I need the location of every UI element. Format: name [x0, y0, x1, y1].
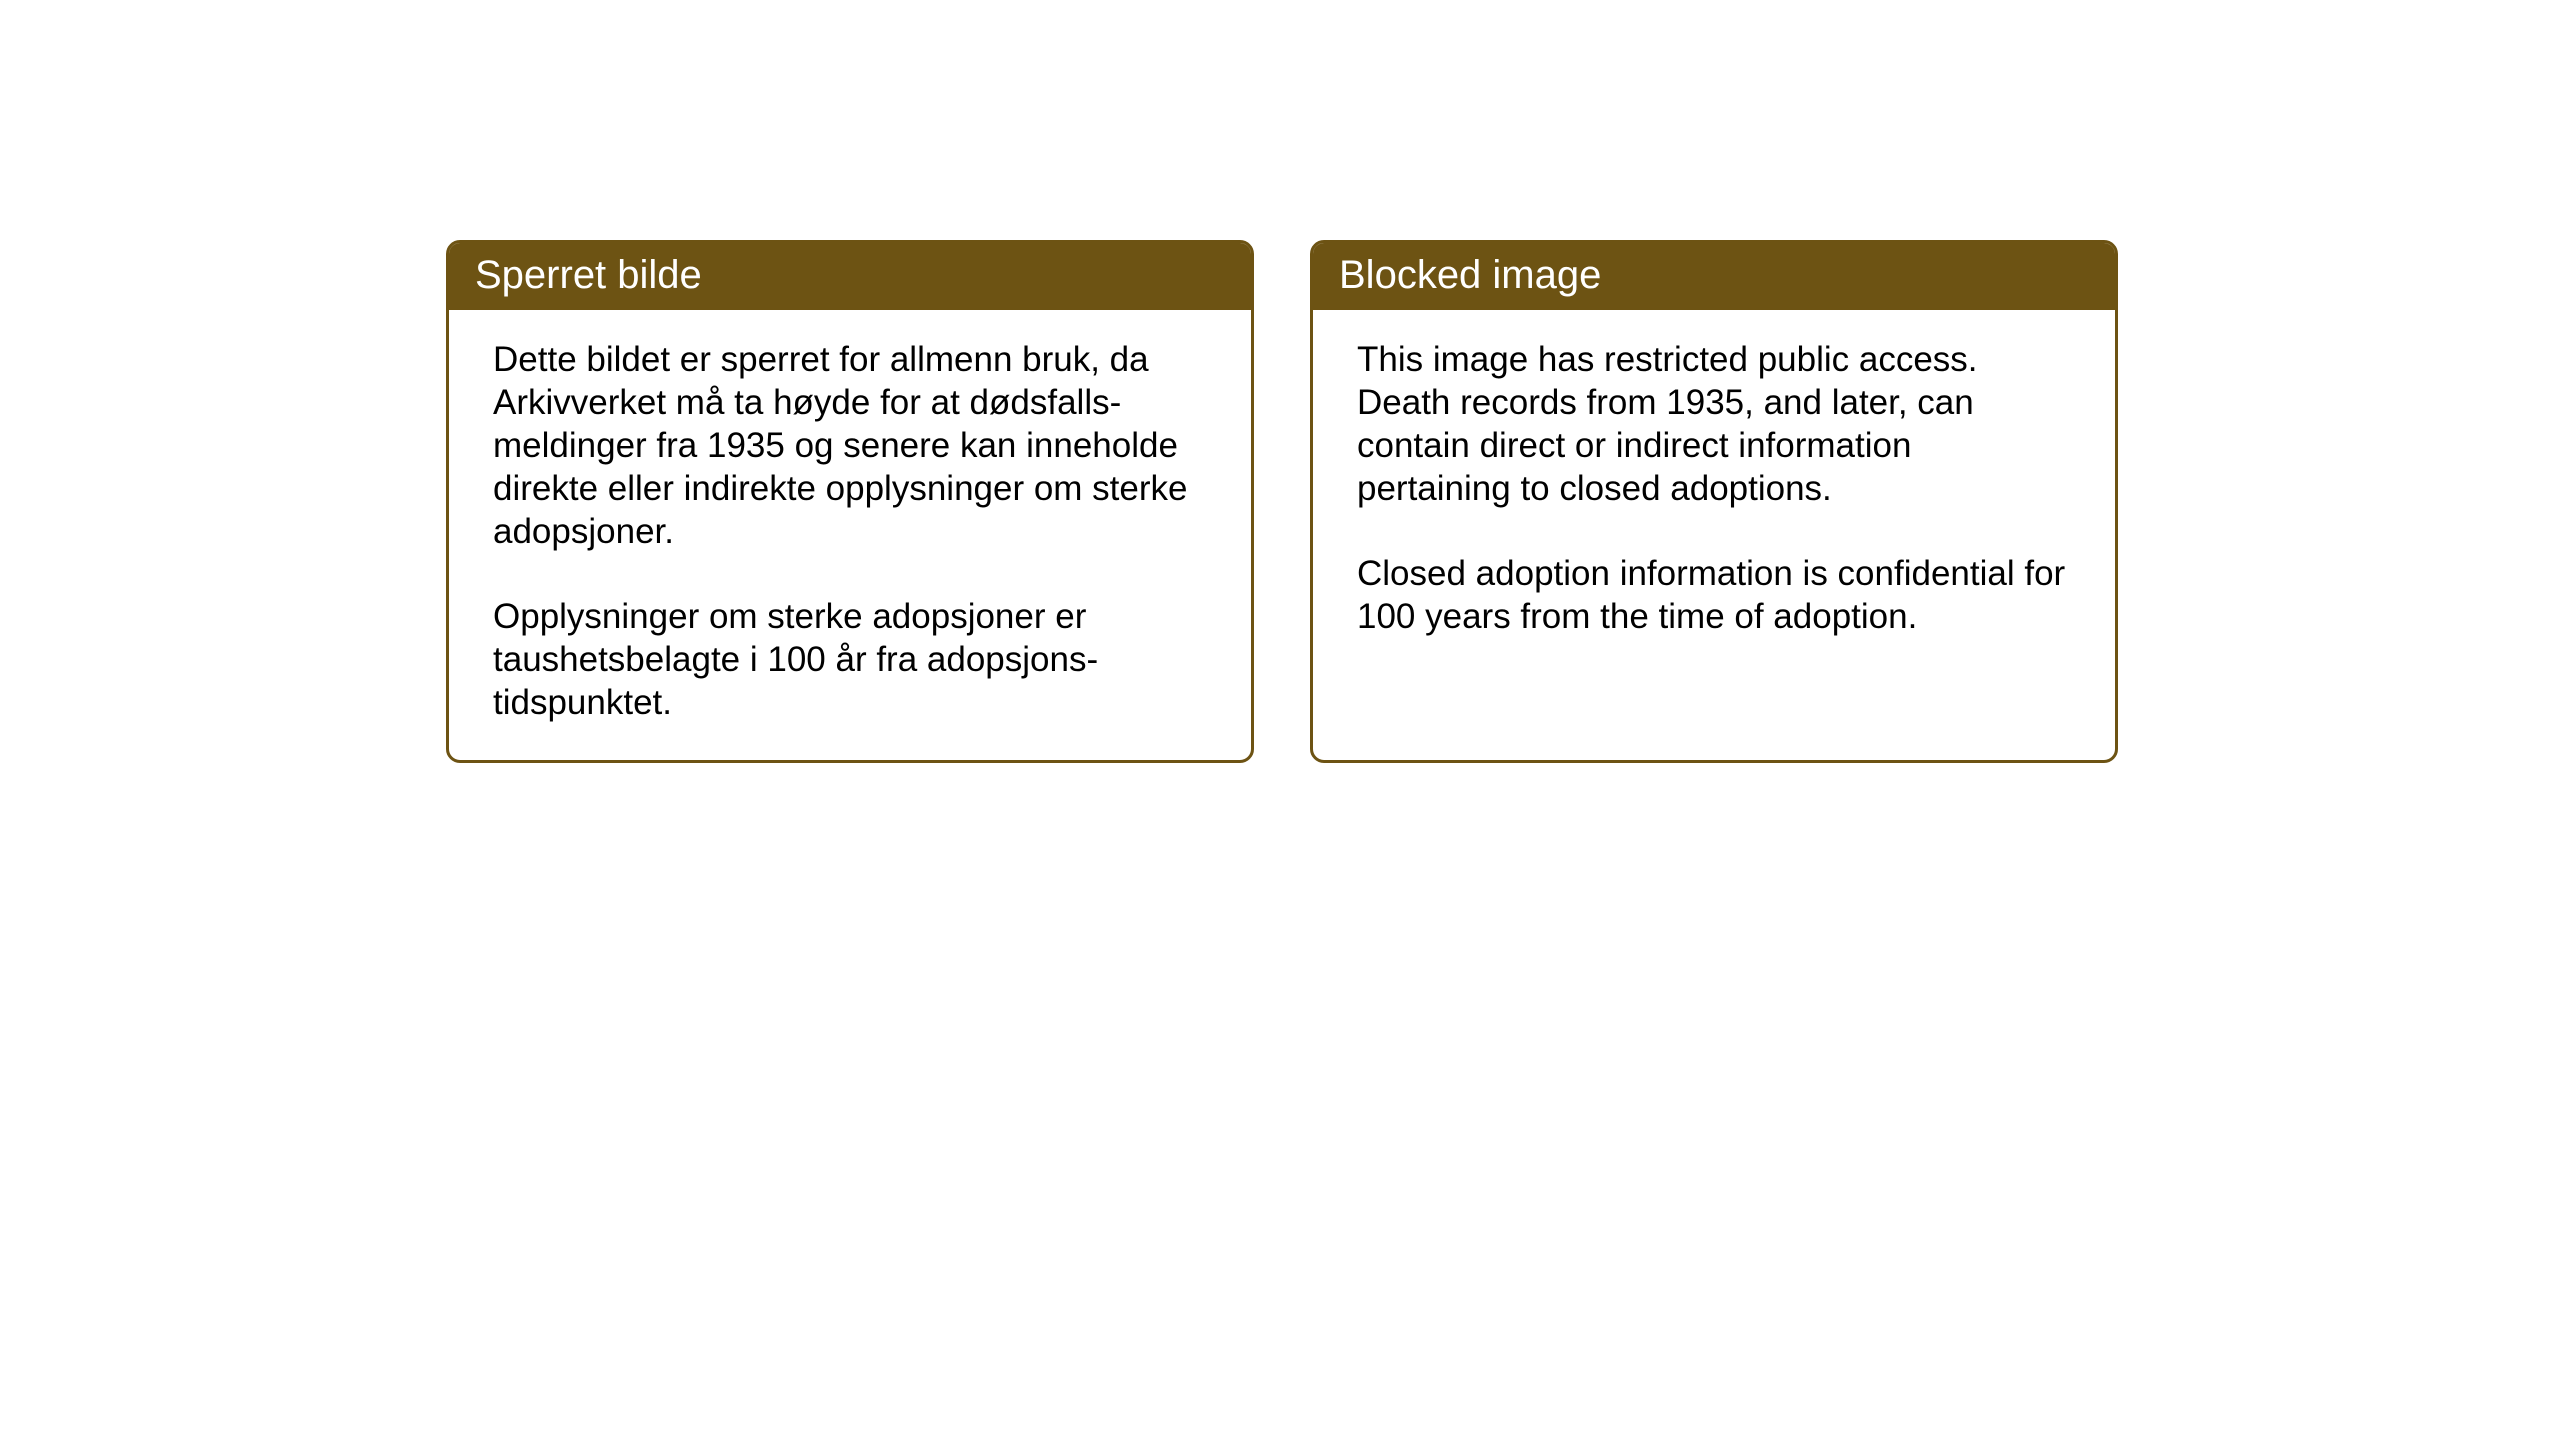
left-panel-body: Dette bildet er sperret for allmenn bruk… — [449, 310, 1251, 760]
left-panel-header: Sperret bilde — [449, 243, 1251, 310]
right-panel-english: Blocked image This image has restricted … — [1310, 240, 2118, 763]
right-panel-header: Blocked image — [1313, 243, 2115, 310]
right-panel-paragraph-2: Closed adoption information is confident… — [1357, 552, 2071, 638]
left-panel-norwegian: Sperret bilde Dette bildet er sperret fo… — [446, 240, 1254, 763]
left-panel-paragraph-2: Opplysninger om sterke adopsjoner er tau… — [493, 595, 1207, 724]
right-panel-title: Blocked image — [1339, 253, 1601, 297]
panels-container: Sperret bilde Dette bildet er sperret fo… — [446, 240, 2118, 763]
right-panel-paragraph-1: This image has restricted public access.… — [1357, 338, 2071, 510]
left-panel-title: Sperret bilde — [475, 253, 702, 297]
left-panel-paragraph-1: Dette bildet er sperret for allmenn bruk… — [493, 338, 1207, 553]
right-panel-body: This image has restricted public access.… — [1313, 310, 2115, 674]
